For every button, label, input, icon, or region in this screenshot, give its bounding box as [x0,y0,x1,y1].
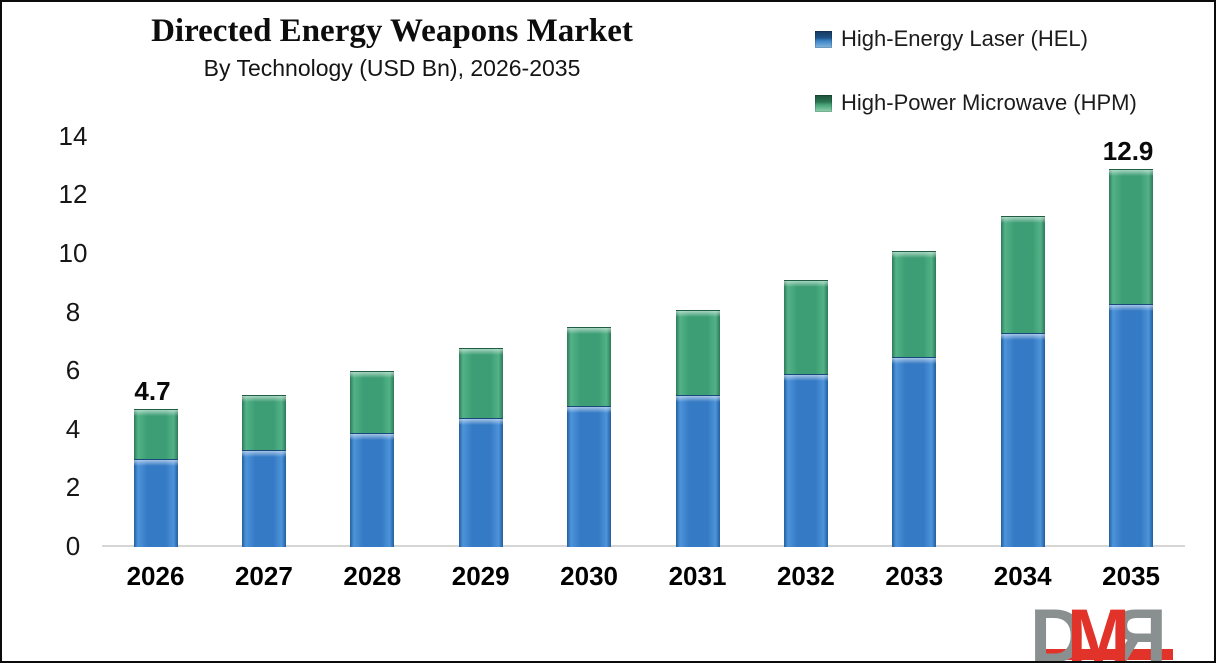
bar-2028-hel-segment [350,432,395,547]
legend-label-hpm: High-Power Microwave (HPM) [841,90,1137,115]
x-axis-label-2028: 2028 [343,561,402,591]
chart-title: Directed Energy Weapons Market [151,13,633,49]
y-axis-tick-label-10: 10 [58,238,88,268]
bar-2029-hel-segment [458,418,503,547]
y-axis-tick-label-0: 0 [65,531,81,561]
chart-subtitle: By Technology (USD Bn), 2026-2035 [203,54,581,81]
y-axis-tick-label-8: 8 [65,296,81,327]
bar-2026-hpm-segment [133,409,178,460]
x-axis-label-2031: 2031 [668,561,727,591]
value-label-2035: 12.9 [1102,136,1154,167]
bar-2031-hel-segment [675,394,720,547]
bar-2027-hpm-segment [241,394,286,451]
x-axis-label-2034: 2034 [993,561,1052,591]
legend-item-hpm: High-Power Microwave (HPM) [815,90,1137,115]
bar-2034-hpm-segment [1000,215,1045,334]
legend-item-hel: High-Energy Laser (HEL) [815,26,1137,51]
x-axis-label-2032: 2032 [776,561,835,591]
legend-label-hel: High-Energy Laser (HEL) [841,26,1088,51]
logo-letters: D M R [1030,593,1167,663]
bar-2030-hel-segment [567,406,612,547]
x-axis-label-2029: 2029 [451,561,510,591]
title-block: Directed Energy Weapons Market By Techno… [2,12,782,82]
x-axis-line [102,545,1185,547]
logo-letter-m: M [1066,593,1130,663]
bar-2035-hel-segment [1109,303,1154,547]
dmr-logo: D M R [1030,593,1212,663]
value-label-2026: 4.7 [134,376,171,407]
legend: High-Energy Laser (HEL) High-Power Micro… [815,26,1137,156]
bar-2030-hpm-segment [567,327,612,407]
bar-2033-hel-segment [892,356,937,547]
bar-2032-hel-segment [783,374,828,547]
bar-2026-hel-segment [133,459,178,547]
bar-2029-hpm-segment [458,347,503,419]
y-axis-tick-label-14: 14 [58,120,88,151]
y-axis-tick-label-4: 4 [65,413,81,444]
bar-2035-hpm-segment [1109,169,1154,304]
logo-red-bar [1037,649,1173,660]
bar-2027-hel-segment [241,450,286,547]
x-axis-label-2030: 2030 [560,561,619,591]
hpm-series-swatch-icon [815,94,832,112]
bar-2031-hpm-segment [675,309,720,395]
bar-2034-hel-segment [1000,333,1045,547]
y-axis-tick-label-6: 6 [65,355,81,386]
logo-letter-d: D [1030,593,1085,663]
x-axis-label-2027: 2027 [234,561,293,591]
hel-series-swatch-icon [815,30,832,48]
x-axis-label-2026: 2026 [126,561,185,591]
y-axis-tick-label-12: 12 [58,179,88,210]
y-axis-tick-label-2: 2 [65,472,81,503]
x-axis-label-2033: 2033 [885,561,944,591]
bar-2032-hpm-segment [783,280,828,375]
bar-2033-hpm-segment [892,251,937,357]
bar-2028-hpm-segment [350,371,395,433]
x-axis-label-2035: 2035 [1102,561,1161,591]
